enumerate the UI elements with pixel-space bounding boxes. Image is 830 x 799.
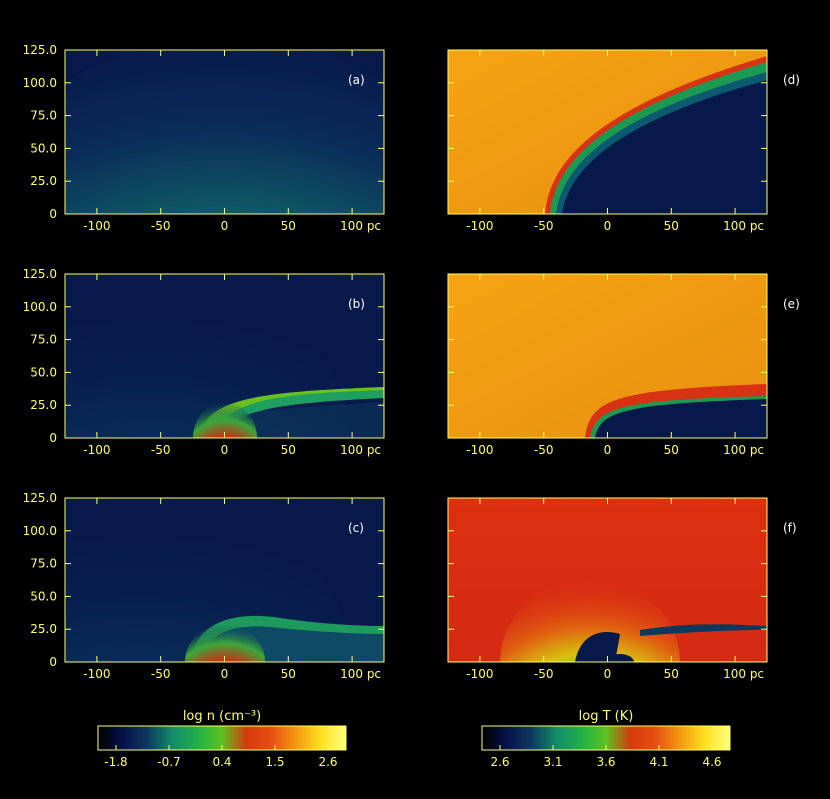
colorbar-tick-label: -1.8 xyxy=(104,755,127,769)
colorbar-0: log n (cm⁻³) -1.8 -0.7 0.4 1.5 2.6 xyxy=(97,709,347,769)
y-tick-label: 100.0 xyxy=(23,76,57,90)
colorbar-tick-label: 2.6 xyxy=(318,755,337,769)
panel-label: (b) xyxy=(348,297,365,311)
x-tick-label: -50 xyxy=(534,443,554,457)
colorbar-title: log n (cm⁻³) xyxy=(183,709,261,724)
colorbar-tick-label: 3.6 xyxy=(596,755,615,769)
y-tick-label: 125.0 xyxy=(23,491,57,505)
colorbar-1: log T (K) 2.6 3.1 3.6 4.1 4.6 xyxy=(481,709,731,769)
x-tick-label: 50 xyxy=(664,219,679,233)
colorbar-tick-label: 2.6 xyxy=(490,755,509,769)
x-tick-label: 100 pc xyxy=(723,443,764,457)
panel-b-image xyxy=(65,274,384,438)
x-tick-label: -100 xyxy=(83,667,110,681)
y-tick-label: 25.0 xyxy=(30,622,57,636)
x-tick-label: 50 xyxy=(664,443,679,457)
y-tick-label: 100.0 xyxy=(23,300,57,314)
y-tick-label: 25.0 xyxy=(30,174,57,188)
x-tick-label: 0 xyxy=(221,443,229,457)
colorbar-tick-label: 0.4 xyxy=(212,755,231,769)
panel-c-image xyxy=(65,498,384,662)
y-tick-label: 50.0 xyxy=(30,589,57,603)
x-tick-label: -50 xyxy=(534,667,554,681)
x-tick-label: 0 xyxy=(221,667,229,681)
panel-f-image xyxy=(448,498,767,662)
x-tick-label: 100 pc xyxy=(340,667,381,681)
colorbar-tick-label: 4.6 xyxy=(702,755,721,769)
y-tick-label: 0 xyxy=(49,655,57,669)
x-tick-label: -100 xyxy=(83,443,110,457)
y-tick-label: 0 xyxy=(49,431,57,445)
panel-a-image xyxy=(65,50,384,214)
x-tick-label: 50 xyxy=(281,443,296,457)
x-tick-label: 100 pc xyxy=(723,667,764,681)
x-tick-label: -100 xyxy=(466,219,493,233)
x-tick-label: 0 xyxy=(604,443,612,457)
colorbar-title: log T (K) xyxy=(579,709,634,724)
colorbar-layer: log n (cm⁻³) -1.8 -0.7 0.4 1.5 2.6 log T (K) 2.… xyxy=(97,709,731,769)
panel-d-axes: -100 -50 0 50 100 pc (d) xyxy=(447,49,800,233)
colorbar-tick-label: 4.1 xyxy=(649,755,668,769)
x-tick-label: 100 pc xyxy=(340,443,381,457)
panel-f-axes: -100 -50 0 50 100 pc (f) xyxy=(447,497,797,681)
x-tick-label: -50 xyxy=(151,667,171,681)
colorbar-tick-label: -0.7 xyxy=(157,755,180,769)
x-tick-label: -50 xyxy=(534,219,554,233)
panel-label: (a) xyxy=(348,73,365,87)
y-tick-label: 0 xyxy=(49,207,57,221)
x-tick-label: 50 xyxy=(281,219,296,233)
panel-a-axes: -100 -50 0 50 100 pc 0 25.0 50.0 75.0 100.0 125.0 (… xyxy=(23,43,385,233)
x-tick-label: 100 pc xyxy=(340,219,381,233)
x-tick-label: 50 xyxy=(281,667,296,681)
axes-layer: -100 -50 0 50 100 pc 0 25.0 50.0 75.0 100.0 125.0 (… xyxy=(23,43,800,681)
y-tick-label: 50.0 xyxy=(30,365,57,379)
y-tick-label: 125.0 xyxy=(23,43,57,57)
panel-label: (f) xyxy=(783,521,797,535)
y-tick-label: 50.0 xyxy=(30,141,57,155)
panel-label: (e) xyxy=(783,297,800,311)
panel-label: (c) xyxy=(348,521,364,535)
x-tick-label: 100 pc xyxy=(723,219,764,233)
x-tick-label: -100 xyxy=(466,667,493,681)
y-tick-label: 25.0 xyxy=(30,398,57,412)
x-tick-label: -100 xyxy=(466,443,493,457)
x-tick-label: 0 xyxy=(604,667,612,681)
colorbar-tick-label: 1.5 xyxy=(265,755,284,769)
y-tick-label: 75.0 xyxy=(30,109,57,123)
panel-e-image xyxy=(448,274,767,438)
panel-d-image xyxy=(448,50,767,214)
x-tick-label: 0 xyxy=(221,219,229,233)
colorbar-tick-label: 3.1 xyxy=(543,755,562,769)
x-tick-label: -50 xyxy=(151,219,171,233)
x-tick-label: 50 xyxy=(664,667,679,681)
panel-e-axes: -100 -50 0 50 100 pc (e) xyxy=(447,273,800,457)
x-tick-label: -50 xyxy=(151,443,171,457)
y-tick-label: 75.0 xyxy=(30,333,57,347)
x-tick-label: 0 xyxy=(604,219,612,233)
y-tick-label: 75.0 xyxy=(30,557,57,571)
y-tick-label: 100.0 xyxy=(23,524,57,538)
panel-label: (d) xyxy=(783,73,800,87)
panel-b-axes: -100 -50 0 50 100 pc 0 25.0 50.0 75.0 100.0 125.0 (… xyxy=(23,267,385,457)
y-tick-label: 125.0 xyxy=(23,267,57,281)
panel-c-axes: -100 -50 0 50 100 pc 0 25.0 50.0 75.0 100.0 125.0 (… xyxy=(23,491,385,681)
x-tick-label: -100 xyxy=(83,219,110,233)
